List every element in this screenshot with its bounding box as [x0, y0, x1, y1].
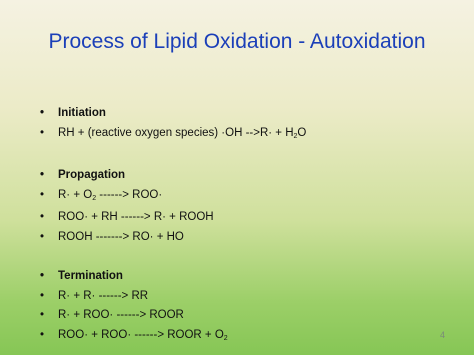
text-run: R· + O	[58, 188, 93, 201]
slide-body: Initiation RH + (reactive oxygen species)…	[40, 104, 460, 355]
subscript: 2	[92, 194, 97, 202]
slide-title: Process of Lipid Oxidation - Autoxidatio…	[48, 30, 426, 53]
section-heading: Termination	[40, 267, 460, 287]
section: PropagationR· + O2 ------> ROO·ROO· + RH…	[40, 166, 460, 247]
reaction-line: ROOH -------> RO· + HO	[40, 228, 460, 248]
section-heading: Initiation	[40, 104, 460, 124]
text-run: R· + ROO· ------> ROOR	[58, 309, 184, 321]
page-number: 4	[440, 330, 446, 340]
reaction-line: R· + R· ------> RR	[40, 287, 460, 307]
reaction-line: R· + ROO· ------> ROOR	[40, 306, 460, 326]
reaction-line: R· + O2 ------> ROO·	[40, 186, 460, 209]
section: Initiation RH + (reactive oxygen species)…	[40, 104, 460, 146]
text-run: ROOH -------> RO· + HO	[58, 230, 184, 243]
text-run: ROO· + ROO· ------> ROOR + O	[58, 328, 224, 341]
section-heading: Propagation	[40, 166, 460, 186]
reaction-line: RH + (reactive oxygen species) ·OH -->R·…	[40, 124, 460, 147]
text-run: RH + (reactive oxygen species) ·OH -->R·…	[58, 126, 294, 139]
text-run: R· + R· ------> RR	[58, 289, 149, 302]
subscript: 2	[293, 132, 298, 140]
section: Termination R· + R· ------> RR R· + ROO· -…	[40, 267, 460, 348]
text-run: O	[297, 126, 307, 139]
reaction-line: ROO· + ROO· ------> ROOR + O2	[40, 326, 460, 349]
text-run: ROO· + RH ------> R· + ROOH	[58, 211, 214, 223]
subscript: 2	[223, 334, 228, 342]
reaction-line: ROO· + RH ------> R· + ROOH	[40, 208, 460, 228]
text-run: ------> ROO·	[96, 188, 163, 201]
